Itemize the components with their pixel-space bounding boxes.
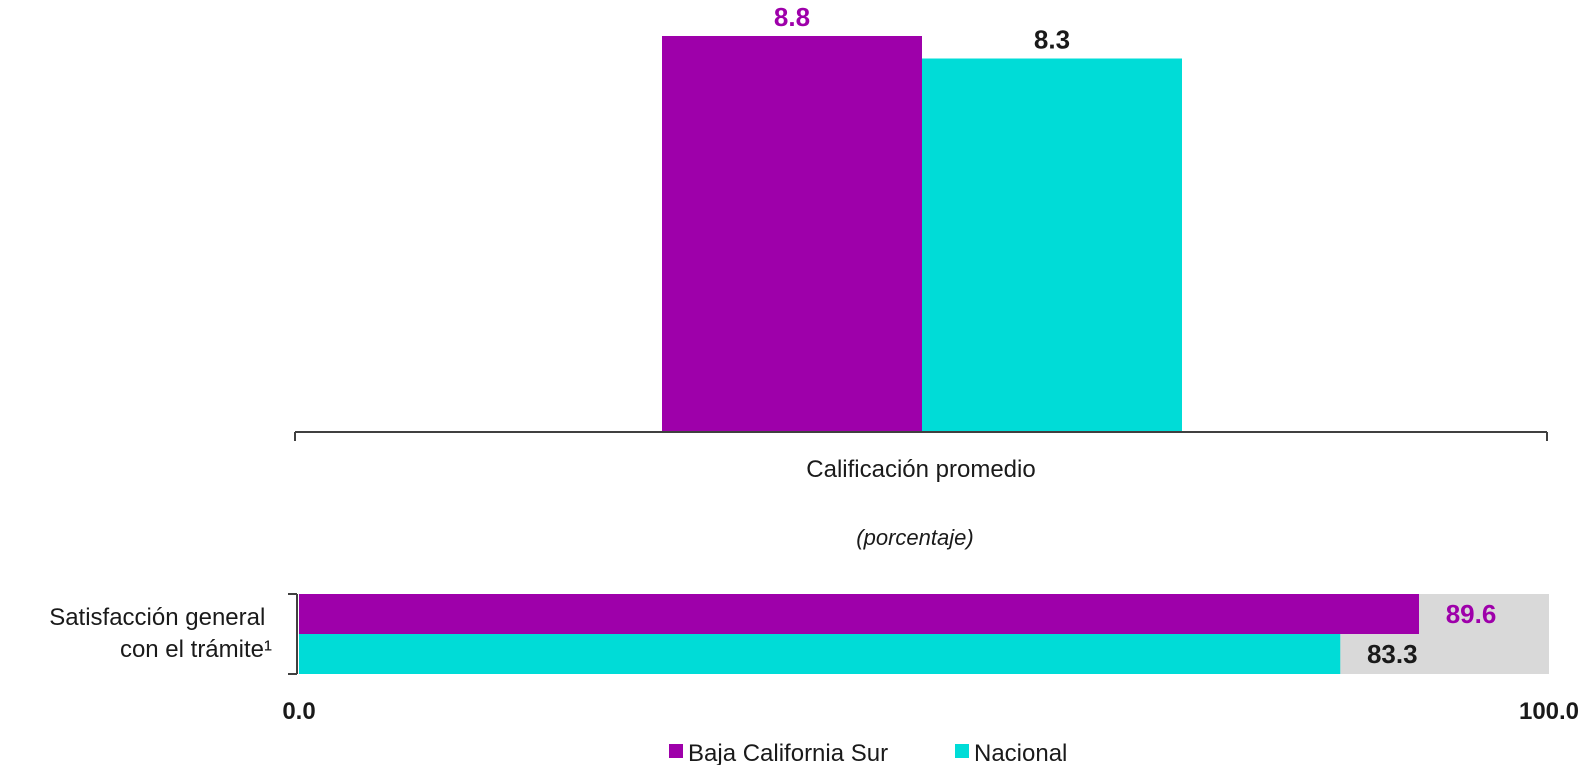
legend-label-baja-california-sur: Baja California Sur bbox=[688, 740, 888, 765]
legend-label-nacional: Nacional bbox=[974, 740, 1067, 765]
legend: Baja California Sur Nacional bbox=[669, 740, 1067, 765]
hbar-value-label-nacional: 83.3 bbox=[1367, 639, 1418, 669]
average-grade-chart: 8.8 8.3 Calificación promedio bbox=[295, 2, 1547, 483]
bar-value-label-baja-california-sur: 8.8 bbox=[774, 2, 810, 32]
x-tick-label-max: 100.0 bbox=[1519, 698, 1579, 725]
bar-baja-california-sur bbox=[662, 36, 922, 432]
top-category-label: Calificación promedio bbox=[806, 456, 1035, 483]
hbar-value-label-baja-california-sur: 89.6 bbox=[1446, 599, 1497, 629]
legend-swatch-nacional bbox=[955, 744, 969, 758]
bottom-category-line-2: con el trámite¹ bbox=[120, 636, 272, 663]
bar-value-label-nacional: 8.3 bbox=[1034, 25, 1070, 55]
satisfaction-chart: 89.6 83.3 Satisfacción general con el trá… bbox=[49, 594, 1579, 725]
bottom-category-line-1: Satisfacción general bbox=[49, 604, 265, 631]
hbar-nacional bbox=[299, 634, 1340, 674]
legend-swatch-baja-california-sur bbox=[669, 744, 683, 758]
hbar-baja-california-sur bbox=[299, 594, 1419, 634]
bottom-category-label: Satisfacción general con el trámite¹ bbox=[49, 604, 272, 663]
bottom-chart-subtitle: (porcentaje) bbox=[856, 525, 973, 550]
x-tick-label-min: 0.0 bbox=[282, 698, 315, 725]
bar-nacional bbox=[922, 59, 1182, 433]
